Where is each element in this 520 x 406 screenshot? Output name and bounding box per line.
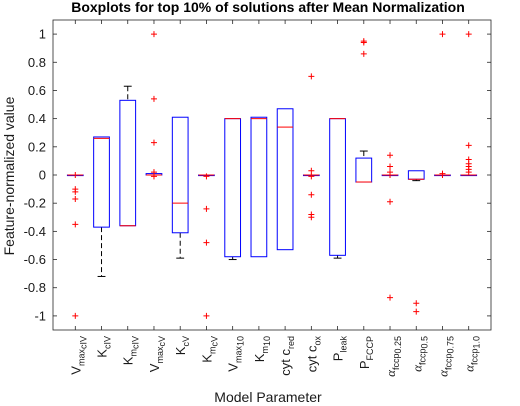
outlier-marker xyxy=(308,173,315,180)
outlier-marker xyxy=(308,73,315,80)
outlier-marker xyxy=(72,186,79,193)
x-tick-label: αfccp0.5 xyxy=(409,336,429,372)
outlier-marker xyxy=(150,139,157,146)
box-body xyxy=(93,136,110,228)
outlier-marker xyxy=(308,214,315,221)
outlier-marker xyxy=(387,163,394,170)
y-tick-label: -0.2 xyxy=(24,196,46,211)
outlier-marker xyxy=(465,169,472,176)
y-axis-label: Feature-normalized value xyxy=(1,96,17,255)
x-tick-label: αfccp1.0 xyxy=(462,336,482,372)
outlier-marker xyxy=(150,95,157,102)
outlier-marker xyxy=(413,308,420,315)
y-tick-label: 1 xyxy=(39,27,46,42)
outlier-marker xyxy=(72,221,79,228)
y-tick-label: -1 xyxy=(34,308,46,323)
y-tick-label: 0.8 xyxy=(28,55,46,70)
outlier-marker xyxy=(308,191,315,198)
x-tick-label: cyt cred xyxy=(278,336,296,376)
outlier-marker xyxy=(387,172,394,178)
x-tick-label: KmcV xyxy=(199,336,219,363)
y-tick-label: 0.4 xyxy=(28,111,46,126)
outlier-marker xyxy=(308,167,315,174)
outlier-marker xyxy=(72,172,79,178)
x-tick-label: αfccp0.25 xyxy=(383,336,403,377)
x-tick-label: KcV xyxy=(173,336,191,355)
outlier-marker xyxy=(360,50,367,57)
x-tick-label: Vmax10 xyxy=(226,336,246,372)
outlier-marker xyxy=(360,39,367,46)
outlier-marker xyxy=(203,312,210,319)
outlier-marker xyxy=(413,300,420,307)
outlier-marker xyxy=(203,205,210,212)
outlier-marker xyxy=(150,173,157,180)
x-tick-label: KmcIV xyxy=(121,336,141,365)
x-tick-label: Km10 xyxy=(252,336,272,362)
outlier-marker xyxy=(387,152,394,159)
y-tick-label: -0.8 xyxy=(24,280,46,295)
x-axis-label: Model Parameter xyxy=(214,389,322,405)
x-tick-label: Pleak xyxy=(331,336,349,362)
x-tick-label: VmaxcIV xyxy=(68,336,88,375)
y-tick-label: 0.2 xyxy=(28,139,46,154)
outlier-marker xyxy=(72,312,79,319)
x-tick-label: αfccp0.75 xyxy=(435,336,455,377)
outlier-marker xyxy=(150,31,157,38)
outlier-marker xyxy=(203,173,210,180)
y-tick-label: 0 xyxy=(39,168,46,183)
outlier-marker xyxy=(439,31,446,38)
box-body xyxy=(171,116,189,234)
chart-title: Boxplots for top 10% of solutions after … xyxy=(71,0,465,15)
box-body xyxy=(276,108,294,251)
outlier-marker xyxy=(465,31,472,38)
box-body xyxy=(250,116,268,258)
x-tick-label: VmaxcV xyxy=(147,336,167,372)
outlier-marker xyxy=(72,195,79,202)
y-tick-label: -0.4 xyxy=(24,224,46,239)
outlier-marker xyxy=(387,198,394,205)
outlier-marker xyxy=(387,294,394,301)
y-tick-label: 0.6 xyxy=(28,83,46,98)
x-tick-label: KcIV xyxy=(95,336,113,358)
outlier-marker xyxy=(439,172,446,178)
x-tick-label: cyt cox xyxy=(304,336,322,373)
plot-area: -1 -0.8 -0.6 -0.4 -0.2 0 0.2 0.4 0.6 0.8 1 VmaxcIV K… xyxy=(24,19,492,377)
x-tick-label: PFCCP xyxy=(357,336,375,369)
outlier-marker xyxy=(465,142,472,149)
y-tick-label: -0.6 xyxy=(24,252,46,267)
outlier-marker xyxy=(203,239,210,246)
axes-frame xyxy=(52,19,492,331)
